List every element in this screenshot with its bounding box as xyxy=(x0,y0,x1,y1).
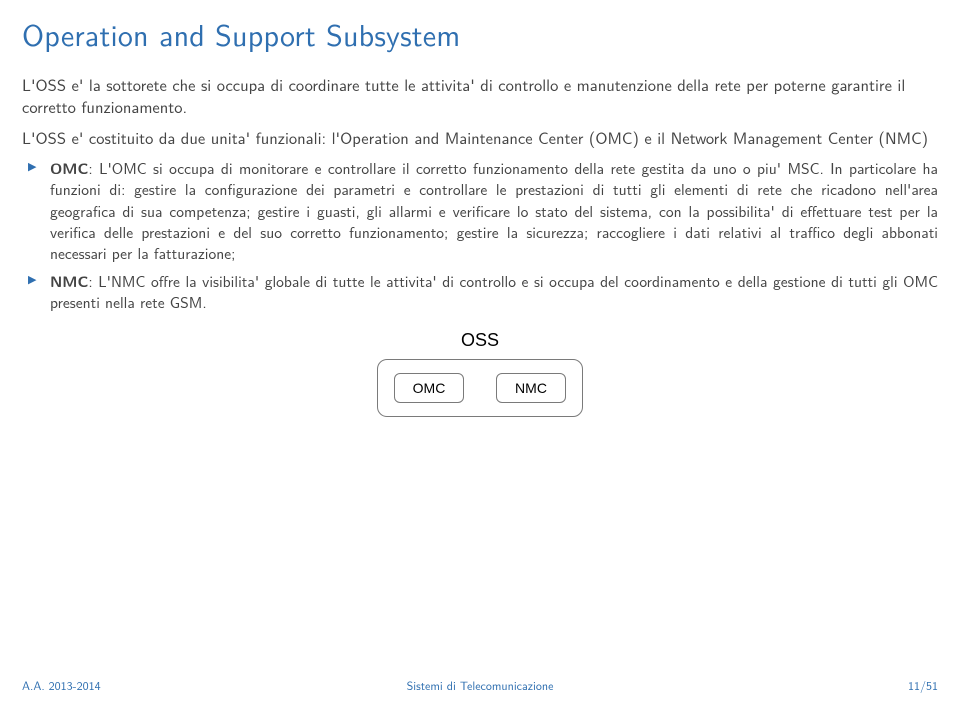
diagram-top-label: OSS xyxy=(461,330,499,351)
bullet-omc: OMC: L'OMC si occupa di monitorare e con… xyxy=(50,157,938,264)
bullet-nmc: NMC: L'NMC offre la visibilita' globale … xyxy=(50,270,938,313)
bullet-omc-text: : L'OMC si occupa di monitorare e contro… xyxy=(50,156,938,265)
oss-diagram: OSS OMC NMC xyxy=(370,330,590,417)
bullet-nmc-lead: NMC xyxy=(50,269,88,292)
intro-paragraph: L'OSS e' la sottorete che si occupa di c… xyxy=(22,74,938,119)
diagram-outer-box: OMC NMC xyxy=(377,359,583,417)
subintro-paragraph: L'OSS e' costituito da due unita' funzio… xyxy=(22,127,938,149)
bullet-nmc-text: : L'NMC offre la visibilita' globale di … xyxy=(50,269,938,313)
bullet-omc-lead: OMC xyxy=(50,156,88,179)
diagram-nmc-box: NMC xyxy=(496,373,566,403)
footer-center: Sistemi di Telecomunicazione xyxy=(0,676,960,694)
page-title: Operation and Support Subsystem xyxy=(22,12,938,56)
diagram-omc-box: OMC xyxy=(394,373,464,403)
